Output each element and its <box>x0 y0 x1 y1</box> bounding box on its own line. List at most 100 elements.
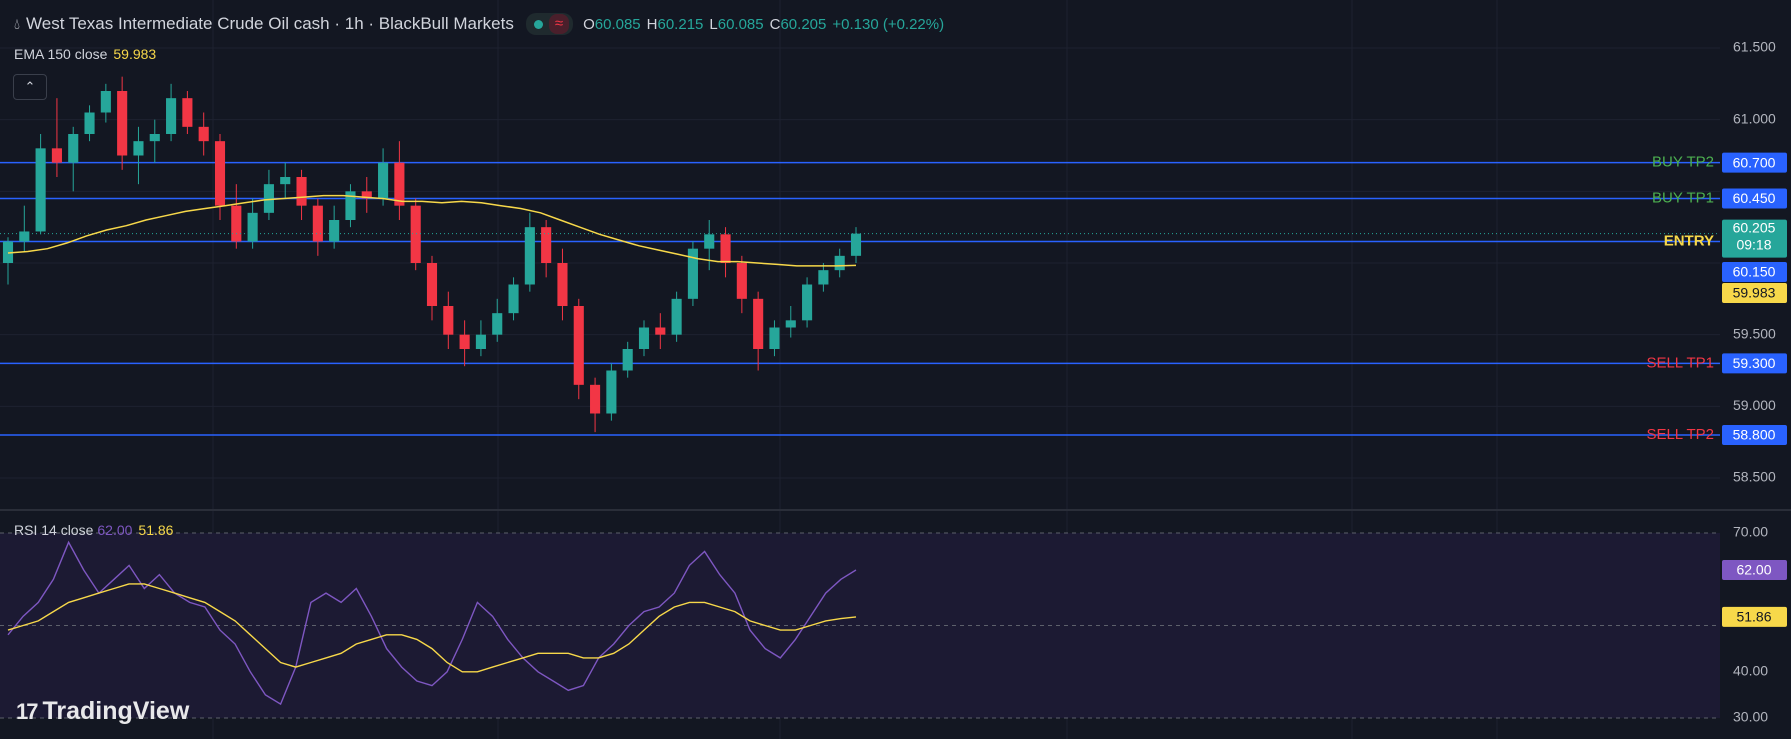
ema-price-tag <box>1722 283 1787 303</box>
oil-drop-icon: 💧︎ <box>14 15 21 33</box>
price-axis-tick: 61.500 <box>1733 39 1776 55</box>
rsi-value: 62.00 <box>97 522 133 538</box>
candle-body <box>198 126 209 142</box>
entry-price-tag <box>1722 262 1787 282</box>
entry-price-tag-text: 60.150 <box>1733 264 1776 280</box>
ema-price-tag-text: 59.983 <box>1733 285 1776 301</box>
candle-body <box>720 234 731 263</box>
tradingview-logo-icon: 17 <box>16 698 39 724</box>
level-price-tag <box>1722 425 1787 445</box>
candle-body <box>182 98 193 127</box>
candle-body <box>802 284 813 321</box>
candle-body <box>214 141 226 206</box>
candle-body <box>361 191 372 199</box>
price-axis-tick: 59.500 <box>1733 325 1776 341</box>
level-price-tag-text: 58.800 <box>1733 427 1776 443</box>
candle-body <box>557 263 568 306</box>
price-axis-tick: 59.000 <box>1733 397 1776 413</box>
candle-body <box>573 306 584 385</box>
ema-value: 59.983 <box>113 46 157 62</box>
candle-body <box>704 234 715 249</box>
price-axis-tick: 61.000 <box>1733 110 1776 126</box>
ema-line <box>7 194 857 267</box>
candle-body <box>492 313 503 335</box>
candle-body <box>280 177 291 185</box>
rsi-axis-tick: 30.00 <box>1733 709 1768 725</box>
ohlc-open: O60.085 <box>583 15 641 33</box>
candle-body <box>443 306 454 335</box>
candle-body <box>68 134 79 163</box>
price-change: +0.130 (+0.22%) <box>832 15 945 33</box>
candle-body <box>622 349 633 371</box>
candle-body <box>524 227 535 285</box>
level-price-tag-text: 60.450 <box>1733 190 1776 206</box>
candle-body <box>345 191 356 220</box>
market-status-pill[interactable]: ≈ <box>525 13 574 35</box>
rsi-axis-tick: 70.00 <box>1733 524 1768 540</box>
candle-body <box>149 134 160 142</box>
candle-body <box>541 227 552 263</box>
level-price-tag-text: 60.700 <box>1733 154 1776 170</box>
last-price-tag-text: 60.205 <box>1733 219 1776 235</box>
level-price-tag <box>1722 152 1787 173</box>
rsi-label: RSI 14 close <box>14 522 94 538</box>
candle-body <box>51 148 62 163</box>
candle-body <box>785 320 796 328</box>
tradingview-logo-text: TradingView <box>42 697 190 725</box>
candle-body <box>459 334 470 349</box>
candle-body <box>329 220 340 242</box>
level-label-buy-tp1: BUY TP1 <box>1652 189 1714 206</box>
candle-body <box>475 334 486 349</box>
candle-body <box>606 370 617 414</box>
level-label-entry: ENTRY <box>1664 232 1714 249</box>
candle-body <box>426 263 438 306</box>
candle-body <box>736 263 747 299</box>
rsi-ma-value-tag <box>1722 606 1787 627</box>
candle-body <box>753 298 764 349</box>
candle-body <box>508 284 519 314</box>
candle-body <box>655 327 666 335</box>
candle-body <box>312 205 323 242</box>
candle-body <box>84 112 95 134</box>
candle-body <box>231 205 242 242</box>
rsi-value-tag-text: 62.00 <box>1736 562 1771 578</box>
chart-header: 💧︎ West Texas Intermediate Crude Oil cas… <box>14 13 944 35</box>
candle-body <box>850 233 862 256</box>
rsi-legend[interactable]: RSI 14 close 62.00 51.86 <box>14 522 173 538</box>
ema-legend[interactable]: EMA 150 close 59.983 <box>14 46 156 62</box>
rsi-line <box>7 540 857 706</box>
level-label-buy-tp2: BUY TP2 <box>1652 154 1714 171</box>
data-delay-icon: ≈ <box>548 14 570 34</box>
candle-body <box>638 327 650 349</box>
level-label-sell-tp1: SELL TP1 <box>1646 354 1714 371</box>
ohlc-low: L60.085 <box>709 15 764 33</box>
candle-body <box>410 205 421 263</box>
market-open-dot-icon <box>533 19 543 29</box>
candle-body <box>100 91 111 113</box>
level-price-tag-text: 59.300 <box>1733 355 1776 371</box>
candle-body <box>296 177 307 206</box>
candle-body <box>263 184 274 213</box>
candle-body <box>166 98 177 134</box>
symbol-title[interactable]: West Texas Intermediate Crude Oil cash ·… <box>26 14 514 33</box>
candle-body <box>590 384 601 414</box>
rsi-ma-line <box>7 583 857 673</box>
candle-body <box>687 248 698 299</box>
candle-body <box>35 148 46 232</box>
tradingview-logo[interactable]: 17 TradingView <box>16 697 189 726</box>
ohlc-close: C60.205 <box>769 15 827 33</box>
rsi-ma-value-tag-text: 51.86 <box>1736 609 1771 625</box>
level-price-tag <box>1722 353 1787 374</box>
bar-countdown: 09:18 <box>1736 236 1771 252</box>
candle-body <box>117 91 128 156</box>
candle-body <box>834 255 845 271</box>
collapse-legend-button[interactable]: ⌃ <box>13 74 47 100</box>
rsi-axis-tick: 40.00 <box>1733 662 1768 678</box>
ema-label: EMA 150 close <box>14 46 108 62</box>
candle-body <box>671 298 682 335</box>
rsi-ma-value: 51.86 <box>138 522 174 538</box>
rsi-value-tag <box>1722 560 1787 580</box>
last-price-tag <box>1722 219 1787 258</box>
candle-body <box>769 327 780 349</box>
